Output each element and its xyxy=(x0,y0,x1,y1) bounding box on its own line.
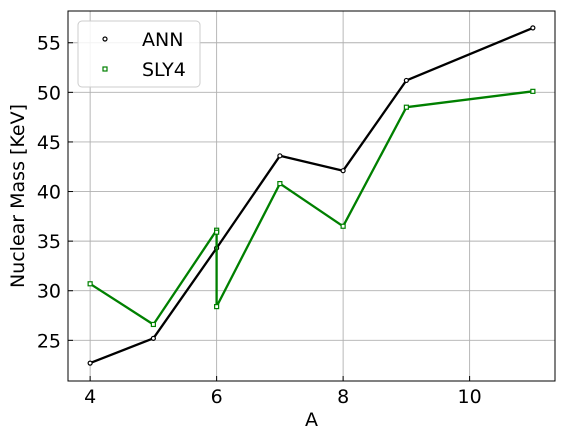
y-axis-label: Nuclear Mass [KeV] xyxy=(7,104,29,288)
legend: ANN SLY4 xyxy=(77,20,201,88)
x-tick-label: 8 xyxy=(337,386,349,408)
series-sly4 xyxy=(87,88,536,328)
x-axis-label: A xyxy=(305,409,318,431)
data-point xyxy=(403,104,409,110)
y-tick-label: 55 xyxy=(37,33,61,55)
x-tick-label: 6 xyxy=(211,386,223,408)
data-point xyxy=(214,304,220,310)
data-point xyxy=(150,335,156,341)
x-tick-label: 4 xyxy=(84,386,96,408)
legend-box xyxy=(77,20,201,88)
data-point xyxy=(150,321,156,328)
y-tick-label: 50 xyxy=(37,82,61,104)
data-point xyxy=(403,77,409,84)
axis-ticks: 4 6 8 10 25 30 35 40 45 50 55 xyxy=(37,33,482,408)
data-point xyxy=(277,181,283,187)
data-point xyxy=(530,25,536,31)
y-tick-label: 30 xyxy=(37,281,61,303)
data-point xyxy=(340,223,346,229)
data-point xyxy=(214,229,220,235)
legend-label: ANN xyxy=(142,29,183,51)
data-point xyxy=(277,153,283,159)
data-point xyxy=(87,360,93,366)
legend-label: SLY4 xyxy=(142,59,186,81)
data-point xyxy=(340,168,346,174)
y-tick-label: 45 xyxy=(37,132,61,154)
grid-lines xyxy=(68,11,555,381)
x-tick-label: 10 xyxy=(458,386,482,408)
plot-frame xyxy=(67,10,556,382)
legend-marker xyxy=(102,66,108,72)
data-point xyxy=(530,88,536,94)
y-tick-label: 35 xyxy=(37,231,61,253)
series-layer xyxy=(87,25,536,366)
legend-marker xyxy=(102,36,108,42)
y-tick-label: 40 xyxy=(37,182,61,204)
y-tick-label: 25 xyxy=(37,330,61,352)
data-point xyxy=(87,281,93,287)
